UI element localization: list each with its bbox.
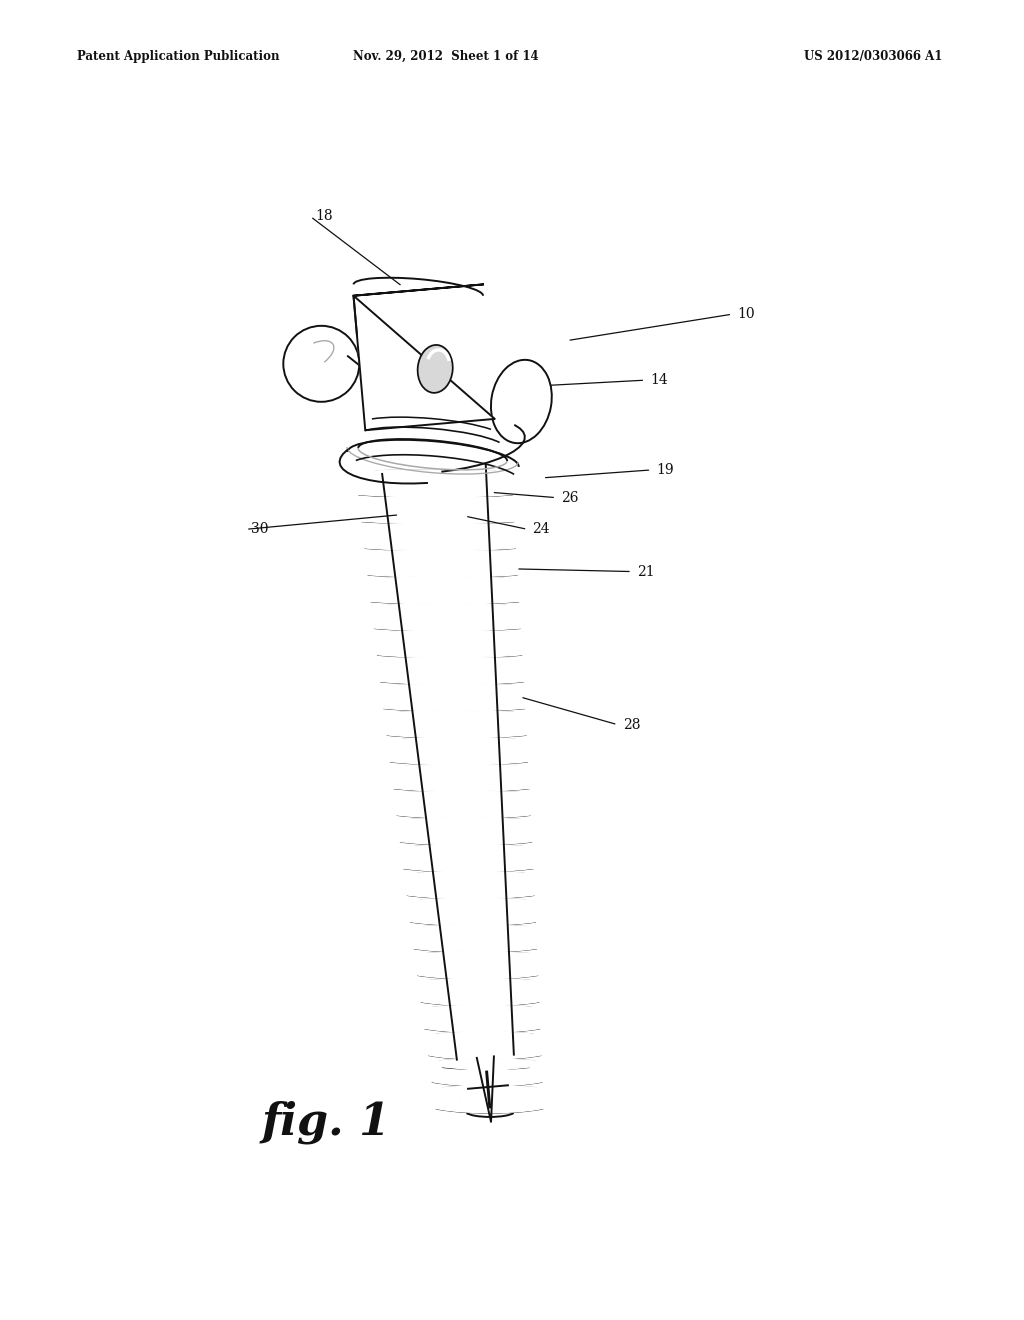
Ellipse shape	[418, 345, 453, 393]
Polygon shape	[390, 871, 551, 899]
Polygon shape	[362, 711, 551, 738]
Text: Nov. 29, 2012  Sheet 1 of 14: Nov. 29, 2012 Sheet 1 of 14	[352, 50, 539, 63]
Polygon shape	[399, 925, 552, 952]
Polygon shape	[409, 978, 552, 1006]
Polygon shape	[353, 284, 495, 430]
Polygon shape	[418, 1032, 552, 1059]
Polygon shape	[377, 792, 551, 818]
Ellipse shape	[490, 360, 552, 444]
Polygon shape	[413, 1006, 552, 1032]
Polygon shape	[340, 577, 550, 605]
Polygon shape	[386, 845, 551, 871]
Polygon shape	[327, 496, 550, 524]
Polygon shape	[335, 550, 550, 577]
Polygon shape	[381, 818, 551, 845]
Polygon shape	[331, 524, 550, 550]
Text: 21: 21	[637, 565, 654, 578]
Polygon shape	[394, 899, 551, 925]
Text: 19: 19	[656, 463, 674, 477]
Text: 10: 10	[737, 308, 755, 321]
Polygon shape	[422, 1059, 552, 1086]
Text: US 2012/0303066 A1: US 2012/0303066 A1	[804, 50, 942, 63]
Polygon shape	[403, 952, 552, 978]
Text: 26: 26	[561, 491, 579, 504]
Polygon shape	[353, 657, 550, 684]
Text: 24: 24	[532, 523, 550, 536]
Text: fig. 1: fig. 1	[261, 1101, 390, 1144]
Polygon shape	[372, 764, 551, 792]
Text: 30: 30	[251, 523, 268, 536]
Polygon shape	[427, 1086, 552, 1113]
Circle shape	[284, 326, 359, 401]
Polygon shape	[344, 605, 550, 631]
Polygon shape	[349, 631, 550, 657]
Text: 18: 18	[315, 210, 333, 223]
Polygon shape	[368, 738, 551, 764]
Polygon shape	[322, 470, 550, 496]
Polygon shape	[358, 684, 551, 711]
Text: 14: 14	[650, 374, 668, 387]
Text: 28: 28	[623, 718, 640, 731]
Text: Patent Application Publication: Patent Application Publication	[77, 50, 280, 63]
